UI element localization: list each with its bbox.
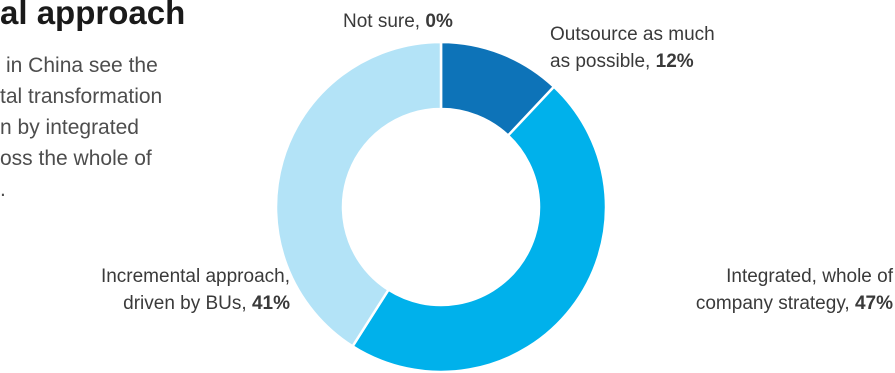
slice-label-line: as possible, (550, 51, 656, 72)
slice-label-line: Integrated, whole of (726, 266, 894, 287)
donut-slice (274, 40, 443, 349)
body-line: . (0, 178, 6, 201)
slice-label-line: company strategy, (696, 293, 855, 314)
slice-label-line: Incremental approach, (101, 266, 290, 287)
slice-label: Not sure, 0% (343, 11, 453, 32)
body-line: oss the whole of (0, 147, 152, 170)
slice-label: Outsource as much as possible, 12% (550, 24, 715, 72)
body-line: n by integrated (0, 116, 139, 139)
slice-percent-label: 41% (252, 293, 290, 314)
slice-label: Incremental approach, driven by BUs, 41% (101, 266, 290, 314)
slice-label-line: Not sure, (343, 11, 425, 32)
donut-slice (350, 84, 608, 373)
donut-slices (274, 40, 608, 373)
slice-label-line: driven by BUs, (123, 293, 252, 314)
slice-label-line: Outsource as much (550, 24, 715, 45)
heading: al approach (0, 0, 186, 31)
body-line: tal transformation (0, 85, 163, 108)
slice-labels: Not sure, 0% Outsource as much as possible… (101, 11, 894, 314)
slice-percent-label: 12% (656, 51, 694, 72)
body-text: in China see the tal transformation n by… (0, 50, 300, 205)
body-line: in China see the (6, 54, 158, 77)
slice-label: Integrated, whole of company strategy, 47… (696, 266, 894, 314)
slice-percent-label: 47% (855, 293, 893, 314)
slice-percent-label: 0% (425, 11, 453, 32)
